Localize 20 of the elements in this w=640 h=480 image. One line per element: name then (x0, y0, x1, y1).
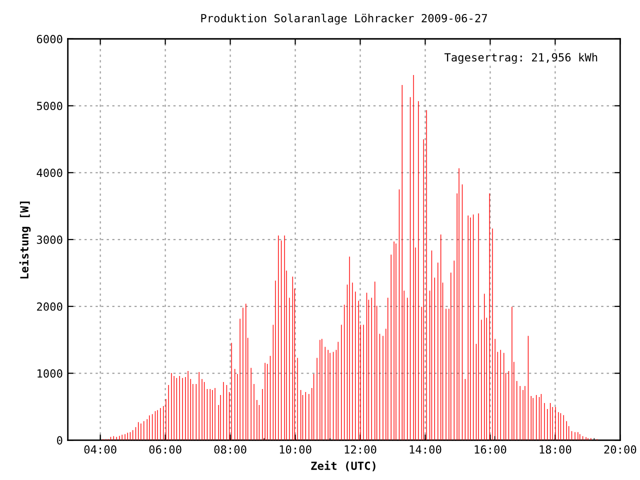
x-tick-label: 16:00 (474, 445, 506, 454)
x-tick-label: 14:00 (410, 445, 442, 454)
x-tick-label: 06:00 (149, 445, 182, 454)
x-axis-title: Zeit (UTC) (311, 460, 376, 472)
x-tick-label: 18:00 (540, 445, 572, 454)
y-tick-label: 2000 (37, 302, 62, 311)
y-tick-label: 6000 (36, 34, 62, 44)
x-tick-label: 08:00 (214, 445, 246, 454)
x-tick-label: 12:00 (344, 445, 376, 454)
annotation: Tagesertrag: 21,956 kWh (444, 52, 598, 64)
y-tick-label: 3000 (36, 236, 62, 244)
y-tick-label: 4000 (36, 168, 62, 178)
y-tick-label: 0 (57, 436, 62, 445)
y-tick-label: 1000 (38, 369, 62, 378)
x-tick-label: 10:00 (280, 445, 312, 454)
chart-title: Produktion Solaranlage Löhracker 2009-06-27 (201, 14, 487, 25)
y-tick-label: 5000 (37, 102, 62, 110)
y-axis-title: Leistung [W] (19, 202, 31, 278)
x-tick-label: 04:00 (84, 445, 116, 454)
x-tick-label: 20:00 (604, 445, 636, 454)
